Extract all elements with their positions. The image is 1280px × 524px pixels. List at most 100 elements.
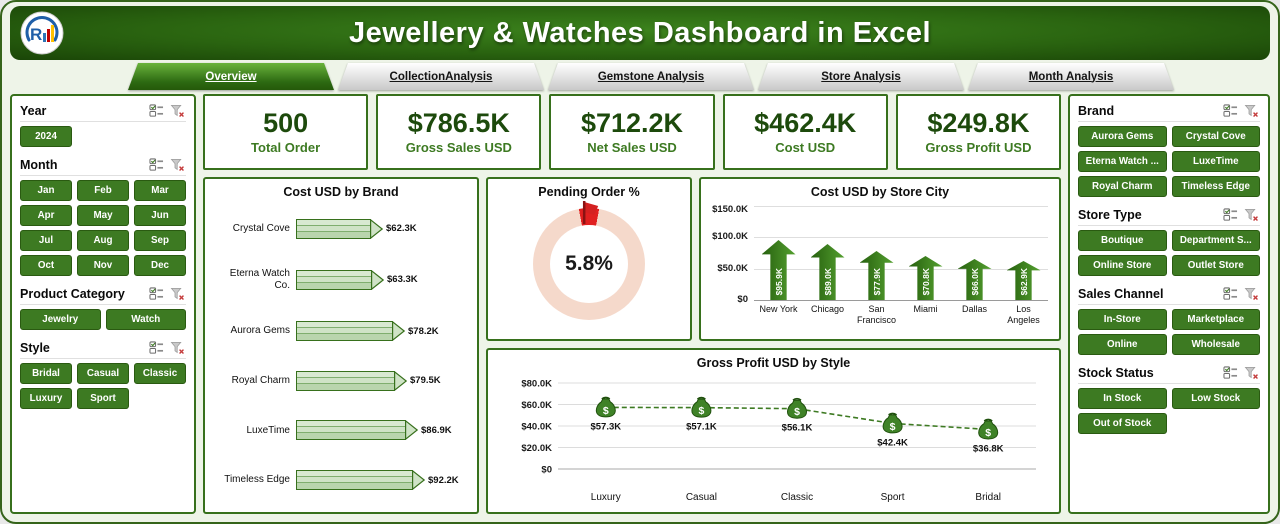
slicer-title: Store Type (1078, 207, 1142, 222)
clear-filter-icon[interactable] (169, 340, 186, 355)
tab-collectionanalysis[interactable]: CollectionAnalysis (338, 63, 544, 90)
slicer-item-classic[interactable]: Classic (134, 363, 186, 384)
category-label: Royal Charm (231, 375, 290, 387)
clear-filter-icon[interactable] (169, 157, 186, 172)
bar (296, 218, 371, 239)
slicer-item-online-store[interactable]: Online Store (1078, 255, 1167, 276)
slicer-item-nov[interactable]: Nov (77, 255, 129, 276)
slicer-item-luxury[interactable]: Luxury (20, 388, 72, 409)
bar-row: Eterna Watch Co. $63.3K (212, 268, 470, 291)
tab-gemstone-analysis[interactable]: Gemstone Analysis (548, 63, 754, 90)
slicer-item-outlet-store[interactable]: Outlet Store (1171, 255, 1260, 276)
slicer-header: Brand (1078, 102, 1260, 121)
slicer-item-feb[interactable]: Feb (77, 180, 129, 201)
slicer-item-wholesale[interactable]: Wholesale (1171, 334, 1260, 355)
bar-area: $78.2K (296, 321, 470, 342)
value-label: $95.9K (773, 267, 784, 295)
multiselect-icon[interactable] (148, 340, 165, 355)
slicer-item-low-stock[interactable]: Low Stock (1171, 388, 1260, 409)
slicer-title: Product Category (20, 286, 125, 301)
tab-label: CollectionAnalysis (389, 70, 493, 83)
bar-rows: Crystal Cove $62.3K Eterna Watch Co. $63.3K… (212, 202, 470, 507)
y-axis: $0 $50.0K $100.0K $150.0K (708, 204, 754, 305)
slicer-item-bridal[interactable]: Bridal (20, 363, 72, 384)
multiselect-icon[interactable] (1222, 365, 1239, 380)
slicer-item-boutique[interactable]: Boutique (1078, 230, 1167, 251)
bar (296, 269, 372, 290)
slicer-item-jan[interactable]: Jan (20, 180, 72, 201)
bar-area: $62.3K (296, 218, 470, 239)
slicer-item-department-s[interactable]: Department S... (1171, 230, 1260, 251)
clear-filter-icon[interactable] (1243, 207, 1260, 222)
multiselect-icon[interactable] (148, 103, 165, 118)
value-label: $70.8K (920, 267, 931, 295)
slicer-item-aurora-gems[interactable]: Aurora Gems (1078, 126, 1167, 147)
category-label: Dallas (961, 304, 987, 314)
multiselect-icon[interactable] (148, 286, 165, 301)
money-bag-marker: $ (595, 396, 616, 418)
slicer-brand: Brand Aurora Gems Crystal Cove Eterna Watch… (1078, 102, 1260, 197)
logo-letter: R (30, 25, 42, 44)
slicer-items: Bridal Casual Classic Luxury Sport (20, 358, 186, 409)
money-bag-marker: $ (882, 412, 903, 434)
slicer-item-jun[interactable]: Jun (134, 205, 186, 226)
slicer-item-dec[interactable]: Dec (134, 255, 186, 276)
gridline (754, 206, 1048, 207)
tab-overview[interactable]: Overview (128, 63, 334, 90)
clear-filter-icon[interactable] (169, 103, 186, 118)
multiselect-icon[interactable] (1222, 286, 1239, 301)
slicer-item-out-of-stock[interactable]: Out of Stock (1078, 413, 1167, 434)
slicer-item-apr[interactable]: Apr (20, 205, 72, 226)
kpi-card-cost-usd: $462.4K Cost USD (722, 94, 888, 170)
bar: $77.9K (859, 251, 894, 300)
svg-text:$: $ (698, 405, 704, 417)
slicer-item-crystal-cove[interactable]: Crystal Cove (1171, 126, 1260, 147)
clear-filter-icon[interactable] (169, 286, 186, 301)
slicer-item-oct[interactable]: Oct (20, 255, 72, 276)
slicer-item-marketplace[interactable]: Marketplace (1171, 309, 1260, 330)
slicer-items: Boutique Department S... Online Store Outle… (1078, 225, 1260, 276)
content-area: Year 2024 Month Jan Feb Mar Apr May Jun Jul Aug Sep… (10, 94, 1270, 514)
slicer-item-casual[interactable]: Casual (77, 363, 129, 384)
slicer-item-sep[interactable]: Sep (134, 230, 186, 251)
bar-cell: $66.0K (950, 259, 999, 300)
slicer-items: In Stock Low Stock Out of Stock (1078, 383, 1260, 434)
slicer-item-royal-charm[interactable]: Royal Charm (1078, 176, 1167, 197)
slicer-item-mar[interactable]: Mar (134, 180, 186, 201)
slicer-item-eterna-watch[interactable]: Eterna Watch ... (1078, 151, 1167, 172)
tab-month-analysis[interactable]: Month Analysis (968, 63, 1174, 90)
bar-row: LuxeTime $86.9K (212, 420, 470, 441)
kpi-card-gross-profit-usd: $249.8K Gross Profit USD (895, 94, 1062, 170)
slicer-item-in-stock[interactable]: In Stock (1078, 388, 1167, 409)
donut-hole: 5.8% (550, 225, 628, 303)
slicer-item-2024[interactable]: 2024 (20, 126, 72, 147)
slicer-item-sport[interactable]: Sport (77, 388, 129, 409)
slicer-item-jewelry[interactable]: Jewelry (20, 309, 101, 330)
clear-filter-icon[interactable] (1243, 286, 1260, 301)
clear-filter-icon[interactable] (1243, 103, 1260, 118)
multiselect-icon[interactable] (1222, 207, 1239, 222)
tab-store-analysis[interactable]: Store Analysis (758, 63, 964, 90)
slicer-item-luxetime[interactable]: LuxeTime (1171, 151, 1260, 172)
bar-row: Crystal Cove $62.3K (212, 218, 470, 239)
category-label: Eterna Watch Co. (229, 268, 290, 291)
gridline (754, 268, 1048, 270)
tab-shape (758, 63, 964, 90)
gridline (754, 237, 1048, 239)
slicer-item-jul[interactable]: Jul (20, 230, 72, 251)
clear-filter-icon[interactable] (1243, 365, 1260, 380)
slicer-item-online[interactable]: Online (1078, 334, 1167, 355)
multiselect-icon[interactable] (1222, 103, 1239, 118)
x-axis: New York Chicago San Francisco Miami Dallas L… (754, 301, 1048, 326)
slicer-item-watch[interactable]: Watch (105, 309, 186, 330)
multiselect-icon[interactable] (148, 157, 165, 172)
slicer-item-may[interactable]: May (77, 205, 129, 226)
value-label: $57.1K (686, 422, 717, 433)
slicer-item-aug[interactable]: Aug (77, 230, 129, 251)
logo: R (20, 11, 64, 55)
slicer-item-in-store[interactable]: In-Store (1078, 309, 1167, 330)
value-label: $89.0K (822, 267, 833, 295)
tab-label: Store Analysis (821, 70, 901, 83)
slicer-item-timeless-edge[interactable]: Timeless Edge (1171, 176, 1260, 197)
bar-area: $63.3K (296, 269, 470, 290)
